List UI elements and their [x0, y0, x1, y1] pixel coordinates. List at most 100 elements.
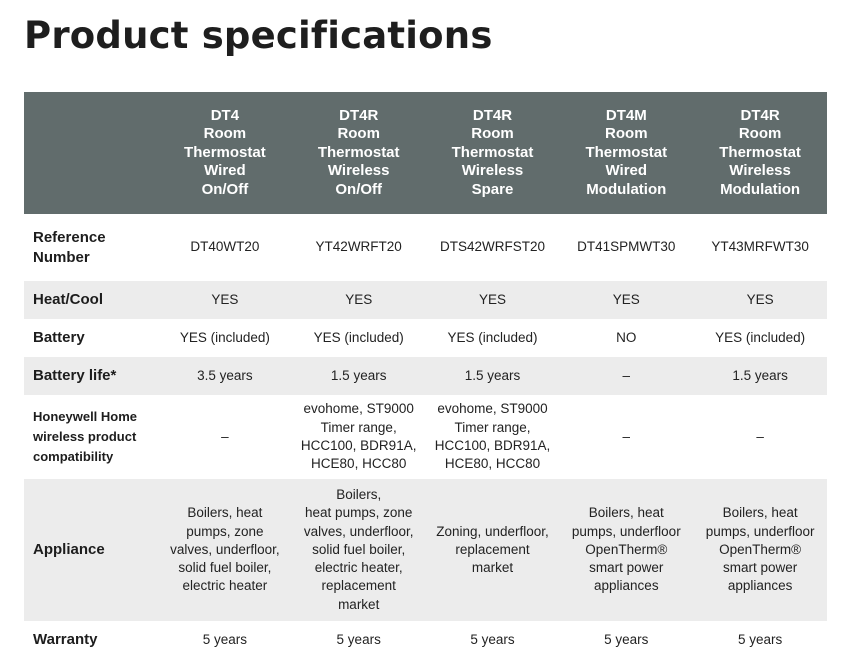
- column-header-line: DT4R: [472, 106, 513, 124]
- row-label-line: compatibility: [33, 449, 114, 464]
- cell-line: YES: [746, 291, 774, 307]
- page-title: Product specifications: [24, 14, 493, 57]
- cell-line: solid fuel boiler,: [312, 541, 406, 557]
- cell-line: HCC100, BDR91A,: [300, 438, 417, 453]
- table-cell: 5 years: [426, 621, 560, 659]
- cell-line: Timer range,: [320, 419, 397, 435]
- table-cell: 5 years: [292, 621, 426, 659]
- cell-line: valves, underfloor,: [170, 541, 280, 557]
- column-header-line: Wireless: [327, 162, 390, 180]
- cell-line: solid fuel boiler,: [178, 560, 272, 576]
- table-cell: 1.5 years: [693, 357, 827, 395]
- row-label-line: Honeywell Home: [33, 409, 138, 424]
- table-cell: evohome, ST9000 Timer range, HCC100, BDR91…: [292, 395, 426, 479]
- cell-line: DT41SPMWT30: [577, 239, 676, 255]
- row-label-battery-life: Battery life*: [24, 357, 158, 395]
- cell-line: DTS42WRFST20: [439, 239, 545, 255]
- table-row: Reference Number DT40WT20 YT42WRFT20 DTS42WR…: [24, 214, 827, 281]
- cell-line: evohome, ST9000: [437, 401, 548, 417]
- table-cell: YES (included): [426, 319, 560, 357]
- row-label-line: wireless product: [33, 429, 137, 444]
- table-cell: 1.5 years: [426, 357, 560, 395]
- table-cell: Boilers, heat pumps, zone valves, underflo…: [158, 479, 292, 621]
- cell-line: 3.5 years: [197, 367, 253, 383]
- table-cell: 5 years: [559, 621, 693, 659]
- cell-line: replacement: [455, 541, 530, 557]
- cell-line: appliances: [594, 578, 659, 594]
- table-cell: DTS42WRFST20: [426, 214, 560, 281]
- cell-line: YES: [211, 291, 239, 307]
- row-label-reference-number: Reference Number: [24, 214, 158, 281]
- cell-line: YES: [478, 291, 506, 307]
- cell-line: OpenTherm®: [719, 541, 802, 557]
- table-cell: YT42WRFT20: [292, 214, 426, 281]
- column-header: DT4R Room Thermostat Wireless Modulation: [693, 92, 827, 214]
- cell-line: valves, underfloor,: [303, 523, 414, 539]
- table-cell: YES (included): [158, 319, 292, 357]
- cell-line: market: [338, 596, 380, 612]
- cell-line: OpenTherm®: [585, 541, 668, 557]
- table-cell: DT40WT20: [158, 214, 292, 281]
- cell-line: YES: [345, 291, 373, 307]
- table-cell: –: [559, 357, 693, 395]
- cell-line: YES (included): [313, 329, 404, 345]
- cell-line: smart power: [589, 560, 664, 576]
- cell-line: YES (included): [179, 329, 270, 345]
- table-cell: Boilers, heat pumps, underfloor OpenTherm®…: [693, 479, 827, 621]
- row-label-line: Warranty: [33, 631, 98, 648]
- table-cell: Boilers, heat pumps, underfloor OpenTherm®…: [559, 479, 693, 621]
- row-label-compatibility: Honeywell Home wireless product compatibil…: [24, 395, 158, 479]
- table-row: Battery YES (included) YES (included) YES (…: [24, 319, 827, 357]
- cell-line: 5 years: [737, 631, 783, 647]
- cell-line: pumps, zone: [186, 523, 264, 539]
- cell-line: NO: [616, 329, 637, 345]
- column-header-line: On/Off: [201, 180, 249, 198]
- column-header-line: Spare: [471, 180, 514, 198]
- table-cell: DT41SPMWT30: [559, 214, 693, 281]
- table-cell: –: [559, 395, 693, 479]
- column-header-line: Thermostat: [585, 143, 668, 161]
- cell-line: electric heater,: [314, 560, 403, 576]
- cell-line: Boilers,: [336, 486, 382, 502]
- table-row: Heat/Cool YES YES YES YES YES: [24, 281, 827, 319]
- spec-table: DT4 Room Thermostat Wired On/Off DT4R Room The…: [24, 92, 827, 659]
- column-header: DT4R Room Thermostat Wireless On/Off: [292, 92, 426, 214]
- row-label-line: Battery life*: [33, 367, 117, 384]
- cell-line: Zoning, underfloor,: [436, 523, 549, 539]
- table-cell: YES: [426, 281, 560, 319]
- cell-line: market: [471, 560, 514, 576]
- cell-line: –: [221, 428, 229, 444]
- cell-line: 5 years: [336, 631, 381, 647]
- row-label-line: Battery: [33, 329, 85, 346]
- column-header: DT4 Room Thermostat Wired On/Off: [158, 92, 292, 214]
- row-label-battery: Battery: [24, 319, 158, 357]
- column-header-line: Wired: [204, 162, 246, 180]
- cell-line: replacement: [321, 578, 396, 594]
- table-cell: 5 years: [693, 621, 827, 659]
- cell-line: HCE80, HCC80: [444, 456, 541, 472]
- table-cell: –: [158, 395, 292, 479]
- cell-line: 5 years: [470, 631, 515, 647]
- table-row: Battery life* 3.5 years 1.5 years 1.5 years…: [24, 357, 827, 395]
- column-header-line: Modulation: [720, 180, 801, 198]
- cell-line: Timer range,: [454, 419, 531, 435]
- table-cell: Boilers, heat pumps, zone valves, underflo…: [292, 479, 426, 621]
- column-header: DT4R Room Thermostat Wireless Spare: [426, 92, 560, 214]
- column-header-line: DT4R: [740, 106, 780, 124]
- cell-line: YES: [612, 291, 640, 307]
- row-label-appliance: Appliance: [24, 479, 158, 621]
- row-label-warranty: Warranty: [24, 621, 158, 659]
- table-cell: YT43MRFWT30: [693, 214, 827, 281]
- column-header: DT4M Room Thermostat Wired Modulation: [559, 92, 693, 214]
- cell-line: Boilers, heat: [187, 505, 263, 521]
- table-cell: YES: [693, 281, 827, 319]
- column-header-line: Wired: [605, 162, 648, 180]
- row-label-line: Number: [33, 248, 90, 266]
- table-cell: YES: [292, 281, 426, 319]
- column-header-line: Thermostat: [451, 143, 534, 161]
- column-header-line: Thermostat: [719, 143, 801, 161]
- cell-line: smart power: [722, 560, 798, 576]
- table-cell: YES (included): [292, 319, 426, 357]
- table-cell: Zoning, underfloor, replacement market: [426, 479, 560, 621]
- row-label-line: Appliance: [33, 541, 105, 558]
